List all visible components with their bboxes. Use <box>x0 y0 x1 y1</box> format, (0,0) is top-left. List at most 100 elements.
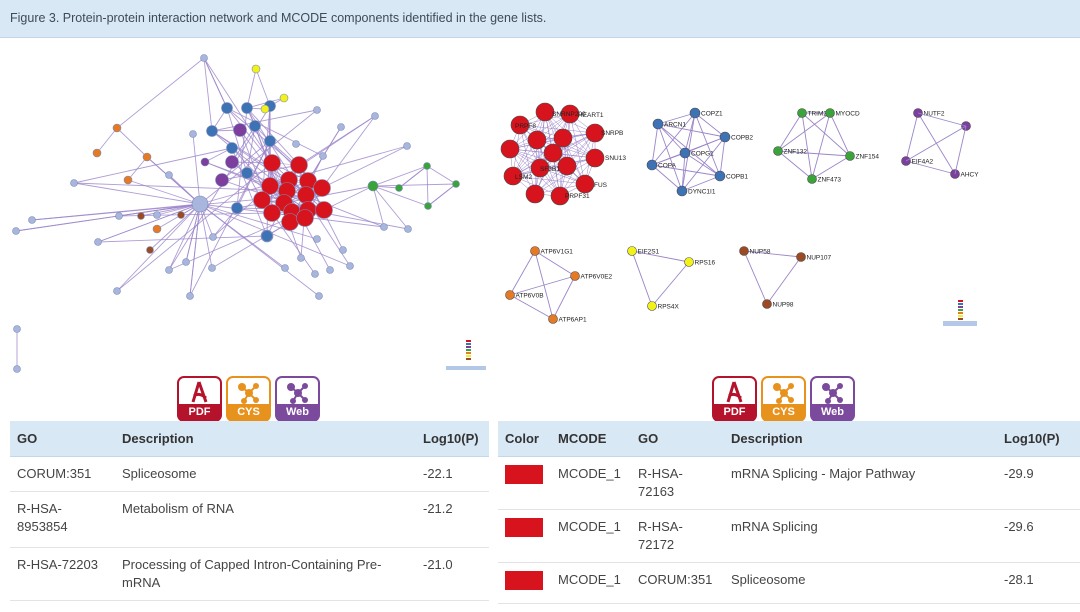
protein-node <box>297 186 315 204</box>
mcode-pdf-download-button[interactable]: PDF <box>712 376 757 422</box>
protein-node <box>510 115 530 135</box>
protein-node <box>264 135 276 147</box>
protein-node <box>215 173 229 187</box>
protein-node <box>676 185 688 197</box>
mcode-cys-download-button[interactable]: CYS <box>761 376 806 422</box>
protein-node <box>241 102 253 114</box>
protein-node <box>807 174 817 184</box>
pdf-label: PDF <box>714 404 755 420</box>
cytoscape-icon <box>773 383 794 404</box>
mcode-enrichment-table: Color MCODE GO Description Log10(P) MCOD… <box>498 421 1080 604</box>
col-header-log10p: Log10(P) <box>997 421 1080 457</box>
protein-node <box>371 112 379 120</box>
protein-label: COPG1 <box>691 151 714 158</box>
mcode-legend <box>943 300 977 326</box>
description-cell: Metabolism of RNA <box>115 491 416 548</box>
protein-node <box>186 292 194 300</box>
log10p-cell: -21.2 <box>416 491 489 548</box>
log10p-cell: -22.1 <box>416 456 489 492</box>
protein-node <box>292 140 300 148</box>
protein-node <box>505 290 515 300</box>
protein-node <box>208 264 216 272</box>
cys-label: CYS <box>228 404 269 420</box>
protein-node <box>553 128 573 148</box>
table-header-row: Color MCODE GO Description Log10(P) <box>498 421 1080 457</box>
protein-node <box>548 314 558 324</box>
protein-node <box>395 184 403 192</box>
table-row: MCODE_1 R-HSA-72163 mRNA Splicing - Majo… <box>498 456 1080 510</box>
description-cell: Processing of Capped Intron-Containing P… <box>115 547 416 601</box>
protein-node <box>182 258 190 266</box>
protein-node <box>12 227 20 235</box>
protein-node <box>527 130 547 150</box>
mcode-cluster-5: ATP6V1G1 ATP6V0E2 ATP6V0B ATP6AP1 <box>505 246 613 324</box>
protein-node <box>13 365 21 373</box>
protein-node <box>530 246 540 256</box>
protein-node <box>209 233 217 241</box>
pdf-download-button[interactable]: PDF <box>177 376 222 422</box>
protein-node <box>719 131 731 143</box>
protein-node <box>404 225 412 233</box>
mcode-web-view-button[interactable]: Web <box>810 376 855 422</box>
protein-node <box>403 142 411 150</box>
table-row: CORUM:351 Spliceosome -22.1 <box>10 456 489 492</box>
protein-node <box>315 292 323 300</box>
protein-label: SNRPB <box>601 130 623 137</box>
protein-label: TRIM28 <box>808 111 832 118</box>
protein-label: DYNC1I1 <box>688 189 716 196</box>
log10p-cell: -21.0 <box>416 547 489 601</box>
protein-node <box>627 246 637 256</box>
col-header-go: GO <box>10 421 115 457</box>
web-view-button[interactable]: Web <box>275 376 320 422</box>
protein-label: COPB2 <box>731 135 753 142</box>
go-id-cell[interactable]: CORUM:351 <box>10 456 115 492</box>
ppi-network-diagram <box>12 54 486 373</box>
protein-node <box>165 171 173 179</box>
protein-node <box>367 180 379 192</box>
go-id-cell[interactable]: CORUM:351 <box>631 562 724 604</box>
protein-node <box>281 213 299 231</box>
protein-node <box>231 202 243 214</box>
left-download-icons: PDF CYS Web <box>177 376 320 422</box>
go-id-cell[interactable]: R-HSA-8953854 <box>10 491 115 548</box>
col-header-log10p: Log10(P) <box>416 421 489 457</box>
protein-label: PRPF31 <box>565 193 590 200</box>
go-id-cell[interactable]: R-HSA-72172 <box>631 509 724 563</box>
protein-label: RPS4X <box>658 304 680 311</box>
color-cell <box>498 509 551 563</box>
protein-label: ZNF473 <box>818 177 842 184</box>
col-header-description: Description <box>724 421 997 457</box>
protein-node <box>146 246 154 254</box>
mcode-cell: MCODE_1 <box>551 562 631 604</box>
protein-node <box>585 123 605 143</box>
table-row: MCODE_1 R-HSA-72172 mRNA Splicing -29.6 <box>498 509 1080 563</box>
cys-download-button[interactable]: CYS <box>226 376 271 422</box>
go-id-cell[interactable]: R-HSA-72203 <box>10 547 115 601</box>
protein-label: EIF4A2 <box>912 159 934 166</box>
log10p-cell: -28.1 <box>997 562 1080 604</box>
network-web-icon <box>822 383 843 404</box>
protein-label: FUS <box>594 182 608 189</box>
protein-node <box>92 148 102 158</box>
protein-node <box>762 299 772 309</box>
protein-node <box>337 123 345 131</box>
protein-node <box>423 162 431 170</box>
protein-node <box>297 254 305 262</box>
protein-node <box>115 212 123 220</box>
protein-node <box>253 191 271 209</box>
protein-node <box>503 166 523 186</box>
protein-label: EIF2S1 <box>638 249 660 256</box>
protein-node <box>585 148 605 168</box>
go-id-cell[interactable]: R-HSA-72163 <box>631 456 724 510</box>
protein-node <box>221 102 233 114</box>
protein-node <box>500 139 520 159</box>
protein-node <box>825 108 835 118</box>
protein-node <box>424 202 432 210</box>
protein-node <box>200 157 210 167</box>
protein-node <box>797 108 807 118</box>
protein-label: LSM2 <box>515 174 532 181</box>
protein-node <box>525 184 545 204</box>
protein-node <box>796 252 806 262</box>
mcode-cluster-3: TRIM28 MYOCD ZNF132 ZNF154 ZNF473 <box>773 108 879 184</box>
mcode-cluster-2: COPZ1 ARCN1 COPB2 COPG1 COPA COPB1 DYNC1I1 <box>646 107 753 197</box>
